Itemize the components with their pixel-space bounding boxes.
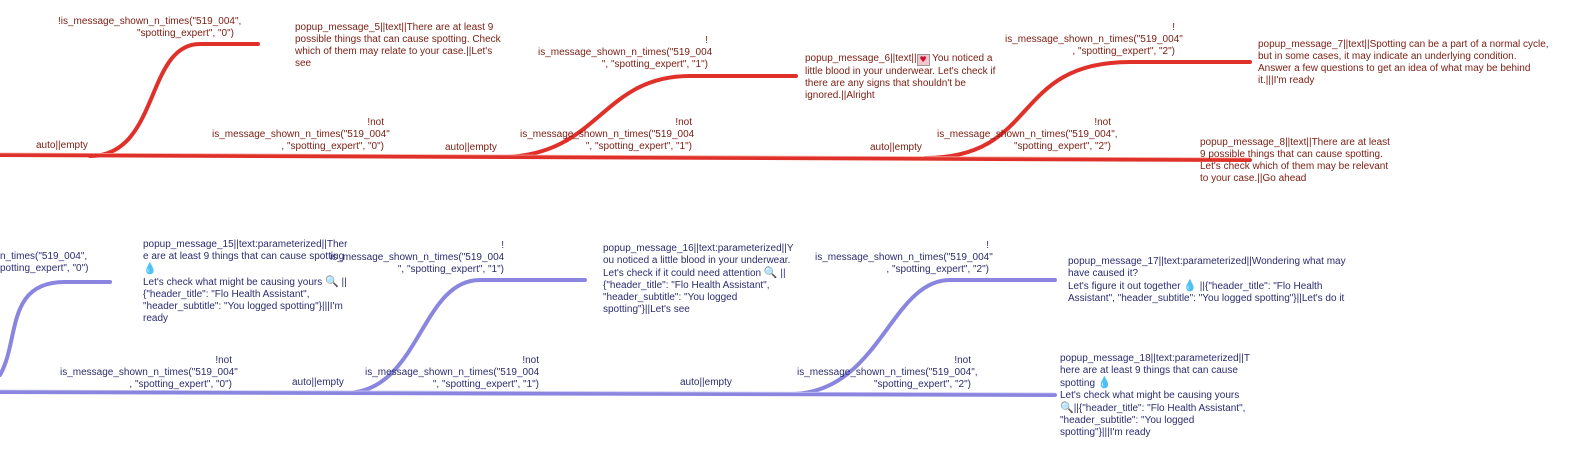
- blue-popup-18: popup_message_18||text:parameterized||T …: [1060, 353, 1250, 438]
- red-branch-3: [923, 60, 1252, 160]
- magnifier-icon: 🔍: [1060, 401, 1074, 414]
- red-branch-1: [88, 42, 260, 158]
- blue-bottom-condition-3: !not is_message_shown_n_times("519_004",…: [797, 355, 978, 390]
- red-popup-7: popup_message_7||text||Spotting can be a…: [1258, 39, 1549, 86]
- red-bottom-condition-1: !not is_message_shown_n_times("519_004" …: [212, 117, 390, 152]
- blood-drop-icon: 💧: [1183, 279, 1198, 292]
- red-main-track: [0, 153, 1252, 162]
- red-popup-5: popup_message_5||text||There are at leas…: [295, 22, 501, 69]
- blue-popup-16: popup_message_16||text:parameterized||Y …: [603, 243, 794, 315]
- blood-drop-icon: 💧: [1097, 376, 1112, 389]
- red-bottom-condition-3: !not is_message_shown_n_times("519_004",…: [937, 117, 1118, 152]
- blue-popup-17: popup_message_17||text:parameterized||Wo…: [1068, 256, 1346, 304]
- red-track-highlight: [0, 152, 1251, 159]
- heart-card-icon: ♥: [916, 54, 930, 66]
- blue-entry-curve: [0, 280, 112, 377]
- red-top-condition-3: ! is_message_shown_n_times("519_004" , "…: [1005, 22, 1183, 57]
- blue-top-condition-0: n_times("519_004", potting_expert", "0"): [0, 251, 89, 274]
- red-bottom-condition-2: !not is_message_shown_n_times("519_004 "…: [520, 117, 695, 152]
- magnifier-icon: 🔍: [325, 275, 339, 288]
- red-auto-label-3: auto||empty: [870, 142, 922, 153]
- blue-top-condition-1: ! is_message_shown_n_times("519_004 ", "…: [330, 240, 505, 275]
- blue-branch-2: [788, 278, 1057, 396]
- blue-track-highlight: [0, 389, 1056, 394]
- red-auto-label-2: auto||empty: [445, 142, 497, 153]
- blue-branch-1: [343, 278, 587, 395]
- red-popup-8: popup_message_8||text||There are at leas…: [1200, 137, 1390, 184]
- blue-top-condition-2: ! is_message_shown_n_times("519_004" , "…: [815, 240, 993, 275]
- red-flow-tracks: [0, 42, 1252, 162]
- blue-flow-tracks: [0, 278, 1057, 397]
- blue-auto-label-2: auto||empty: [680, 377, 732, 388]
- blue-auto-label-1: auto||empty: [292, 377, 344, 388]
- red-popup-6: popup_message_6||text|| ♥ You noticed a l…: [805, 53, 996, 101]
- blue-bottom-condition-2: !not is_message_shown_n_times("519_004 "…: [365, 355, 540, 390]
- red-top-condition-2: ! is_message_shown_n_times("519_004 ", "…: [538, 35, 713, 70]
- blue-main-track: [0, 390, 1057, 397]
- blue-bottom-condition-1: !not is_message_shown_n_times("519_004" …: [60, 355, 238, 390]
- blue-popup-15: popup_message_15||text:parameterized||Th…: [143, 239, 348, 324]
- red-top-condition-1: !is_message_shown_n_times("519_004", "sp…: [58, 16, 242, 39]
- red-auto-label-1: auto||empty: [36, 140, 88, 151]
- magnifier-icon: 🔍: [763, 266, 778, 279]
- red-branch-2: [498, 74, 798, 159]
- blood-drop-icon: 💧: [143, 262, 157, 275]
